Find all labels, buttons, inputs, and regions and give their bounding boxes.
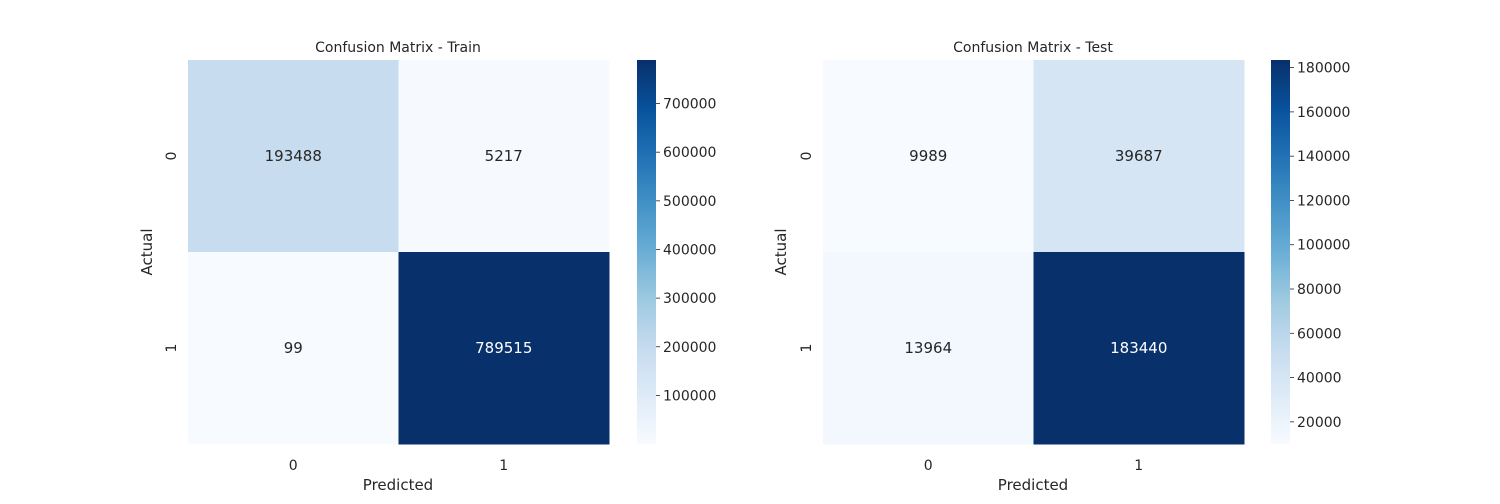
- y-tick-labels: 01: [799, 152, 815, 353]
- colorbar-tick-label: 60000: [1297, 326, 1342, 342]
- cell-value-label: 5217: [485, 147, 523, 165]
- x-tick-label: 0: [289, 458, 298, 474]
- chart-title: Confusion Matrix - Test: [953, 40, 1113, 56]
- colorbar-tick-label: 100000: [1297, 238, 1350, 254]
- colorbar-tick-label: 20000: [1297, 415, 1342, 431]
- colorbar: 100000 200000 300000 400000 500000 600000 7000…: [637, 60, 716, 444]
- heatmap-cell: [188, 60, 399, 253]
- heatmap-cell: [398, 60, 610, 253]
- y-tick-label: 0: [164, 152, 180, 161]
- heatmap-cells: 193488 5217 99 789515: [188, 60, 610, 445]
- colorbar-tick-label: 120000: [1297, 193, 1350, 209]
- x-axis-label: Predicted: [998, 476, 1068, 494]
- x-axis-label: Predicted: [363, 476, 433, 494]
- colorbar-tick-label: 700000: [663, 97, 716, 113]
- colorbar-tick-label: 400000: [663, 242, 716, 258]
- cell-value-label: 99: [284, 339, 303, 357]
- colorbar-tick-label: 180000: [1297, 61, 1350, 77]
- heatmap-cell: [1033, 252, 1245, 445]
- colorbar-tick-label: 500000: [663, 194, 716, 210]
- y-tick-label: 1: [799, 344, 815, 353]
- chart-title: Confusion Matrix - Train: [315, 40, 481, 56]
- heatmap-panel-train: Confusion Matrix - Train 193488 5217 99 789…: [138, 40, 716, 494]
- colorbar-tick-label: 80000: [1297, 282, 1342, 298]
- heatmap-cell: [823, 60, 1034, 253]
- cell-value-label: 193488: [265, 147, 322, 165]
- colorbar-gradient: [637, 60, 656, 444]
- x-tick-label: 1: [1134, 458, 1143, 474]
- y-tick-label: 0: [799, 152, 815, 161]
- x-tick-label: 0: [924, 458, 933, 474]
- heatmap-cells: 9989 39687 13964 183440: [823, 60, 1245, 445]
- colorbar-tick-label: 40000: [1297, 371, 1342, 387]
- colorbar-tick-label: 160000: [1297, 105, 1350, 121]
- cell-value-label: 39687: [1115, 147, 1163, 165]
- cell-value-label: 13964: [904, 339, 952, 357]
- colorbar-ticks: 100000 200000 300000 400000 500000 600000 7000…: [656, 97, 716, 404]
- colorbar-tick-label: 100000: [663, 388, 716, 404]
- heatmap-cell: [823, 252, 1034, 445]
- colorbar-tick-label: 300000: [663, 291, 716, 307]
- colorbar-tick-label: 140000: [1297, 149, 1350, 165]
- y-axis-label: Actual: [138, 229, 156, 276]
- y-tick-labels: 01: [164, 152, 180, 353]
- colorbar-ticks: 20000 40000 60000 80000 100000 120000 140000 16…: [1290, 61, 1350, 431]
- colorbar-tick-label: 600000: [663, 145, 716, 161]
- heatmap-cell: [1033, 60, 1245, 253]
- heatmap-cell: [188, 252, 399, 445]
- colorbar-tick-label: 200000: [663, 340, 716, 356]
- y-tick-label: 1: [164, 344, 180, 353]
- x-tick-label: 1: [499, 458, 508, 474]
- cell-value-label: 9989: [909, 147, 947, 165]
- colorbar: 20000 40000 60000 80000 100000 120000 140000 16…: [1271, 60, 1350, 444]
- cell-value-label: 183440: [1110, 339, 1167, 357]
- y-axis-label: Actual: [772, 229, 790, 276]
- heatmap-cell: [398, 252, 610, 445]
- colorbar-gradient: [1271, 60, 1290, 444]
- cell-value-label: 789515: [475, 339, 532, 357]
